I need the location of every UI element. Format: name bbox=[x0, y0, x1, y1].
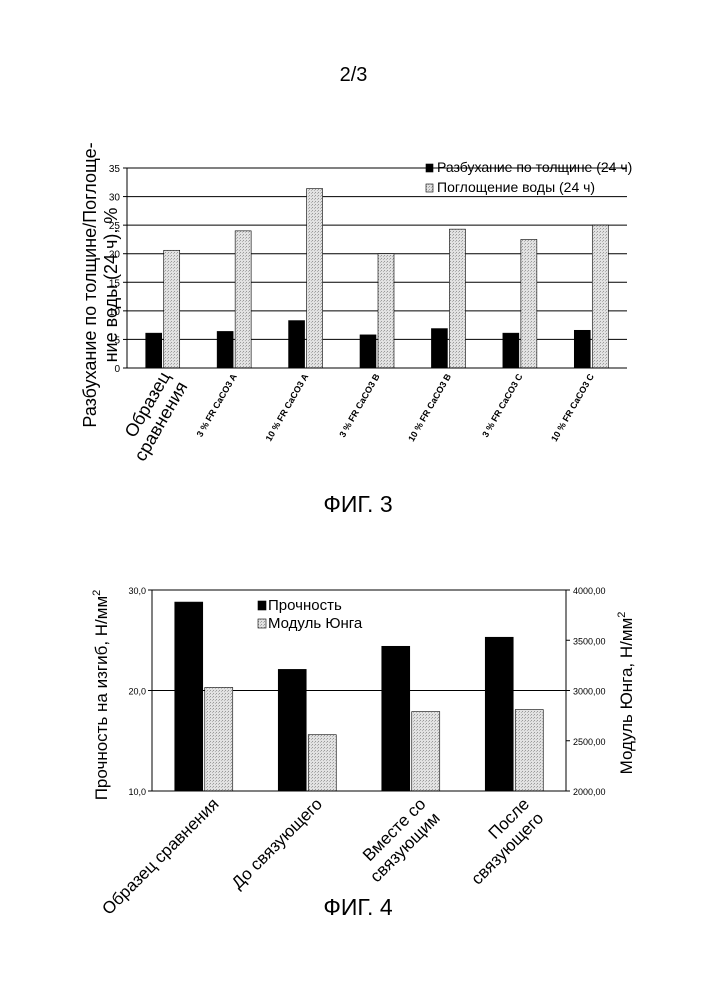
fig4-left-y-axis-label-text: Прочность на изгиб, Н/мм bbox=[92, 596, 111, 800]
fig3-bar-swelling bbox=[289, 321, 305, 368]
fig3-bars bbox=[146, 189, 609, 368]
fig3-legend-swatch bbox=[426, 184, 433, 192]
fig3-category-label: Образецсравнения bbox=[113, 368, 192, 464]
fig3-bar-water-absorption bbox=[521, 239, 537, 368]
fig4-caption: ФИГ. 4 bbox=[323, 894, 392, 920]
fig4-bar-youngs-modulus bbox=[515, 710, 543, 791]
fig3-category-label-line: 10 % FR CaCO3 C bbox=[549, 372, 596, 444]
fig3-category-label: 10 % FR CaCO3 B bbox=[406, 372, 453, 444]
fig3-y-tick-label: 0 bbox=[114, 364, 120, 375]
fig3-caption: ФИГ. 3 bbox=[323, 491, 392, 517]
fig4-category-label-line: До связующего bbox=[228, 794, 326, 892]
fig3-y-tick-label: 35 bbox=[109, 164, 121, 175]
fig4-bar-youngs-modulus bbox=[205, 687, 233, 791]
fig4-bar-strength bbox=[382, 646, 410, 791]
fig4-left-y-tick-labels: 10,0 20,0 30,0 bbox=[128, 586, 146, 797]
fig3-legend-label: Поглощение воды (24 ч) bbox=[437, 179, 595, 195]
fig3-category-label: 10 % FR CaCO3 A bbox=[264, 372, 311, 443]
fig3-legend-swatch bbox=[426, 164, 433, 172]
fig4-bar-youngs-modulus bbox=[308, 735, 336, 791]
figure-3-chart: 05101520253035 Образецсравнения3 % FR Ca… bbox=[0, 0, 707, 540]
fig3-bar-swelling bbox=[146, 333, 162, 368]
fig4-bar-strength bbox=[485, 637, 513, 791]
fig4-category-label: Послесвязующего bbox=[453, 794, 547, 888]
fig3-bar-water-absorption bbox=[378, 254, 394, 368]
fig3-legend-label: Разбухание по толщине (24 ч) bbox=[437, 159, 632, 175]
fig3-bar-water-absorption bbox=[307, 189, 323, 368]
fig4-right-y-axis-label-text: Модуль Юнга, Н/мм bbox=[617, 618, 636, 775]
fig3-y-tick-label: 30 bbox=[109, 193, 121, 204]
fig3-category-label-line: 10 % FR CaCO3 A bbox=[264, 372, 311, 443]
fig4-left-y-axis-label: Прочность на изгиб, Н/мм2 bbox=[91, 590, 111, 801]
fig4-legend-label: Прочность bbox=[268, 597, 342, 614]
fig3-y-axis-label-line: Разбухание по толщине/Поглоще- bbox=[80, 142, 100, 427]
fig3-category-label-line: 3 % FR CaCO3 C bbox=[480, 372, 525, 439]
fig4-legend-label: Модуль Юнга bbox=[268, 615, 363, 632]
fig4-right-y-axis-label: Модуль Юнга, Н/мм2 bbox=[616, 612, 636, 775]
fig3-bar-water-absorption bbox=[449, 229, 465, 368]
fig3-bar-water-absorption bbox=[164, 250, 180, 368]
fig4-left-y-axis-label-superscript: 2 bbox=[91, 590, 103, 596]
fig4-category-label: До связующего bbox=[228, 794, 326, 892]
fig3-y-axis-label-line: ние воды (24 ч), % bbox=[101, 208, 121, 363]
fig4-left-y-tick-label: 20,0 bbox=[128, 687, 146, 697]
fig4-right-y-tick-labels: 2000,00 2500,00 3000,00 3500,00 4000,00 bbox=[573, 586, 606, 797]
fig4-legend-swatch bbox=[258, 601, 266, 610]
fig4-left-y-tick-label: 30,0 bbox=[128, 586, 146, 596]
fig3-category-label-line: 3 % FR CaCO3 A bbox=[195, 372, 240, 439]
figure-4-chart: 10,0 20,0 30,0 2000,00 2500,00 3000,00 3500,0… bbox=[0, 540, 707, 1000]
fig4-right-y-tick-label: 3000,00 bbox=[573, 687, 606, 697]
fig4-bar-strength bbox=[278, 669, 306, 791]
fig4-category-label: Вместе сосвязующим bbox=[352, 794, 444, 886]
fig3-bar-water-absorption bbox=[235, 231, 251, 368]
fig4-right-y-axis-label-superscript: 2 bbox=[616, 612, 628, 618]
fig3-bar-water-absorption bbox=[592, 225, 608, 368]
fig4-bar-strength bbox=[175, 602, 203, 791]
fig3-category-label: 3 % FR CaCO3 B bbox=[337, 372, 382, 439]
fig4-category-label: Образец сравнения bbox=[98, 794, 222, 918]
fig4-right-y-tick-label: 2500,00 bbox=[573, 737, 606, 747]
fig3-category-label-line: 10 % FR CaCO3 B bbox=[406, 372, 453, 444]
fig3-category-label: 3 % FR CaCO3 A bbox=[195, 372, 240, 439]
fig3-bar-swelling bbox=[360, 335, 376, 368]
fig3-category-labels: Образецсравнения3 % FR CaCO3 A 10 % FR Ca… bbox=[113, 368, 597, 464]
fig3-legend: Разбухание по толщине (24 ч) Поглощение в… bbox=[426, 159, 632, 195]
fig3-bar-swelling bbox=[503, 333, 519, 368]
fig4-right-y-tick-label: 4000,00 bbox=[573, 586, 606, 596]
fig3-bar-swelling bbox=[574, 330, 590, 368]
fig3-category-label: 10 % FR CaCO3 C bbox=[549, 372, 596, 444]
fig3-category-label: 3 % FR CaCO3 C bbox=[480, 372, 525, 439]
fig4-right-y-tick-label: 2000,00 bbox=[573, 787, 606, 797]
fig3-y-axis-label: Разбухание по толщине/Поглоще-ние воды (… bbox=[80, 142, 121, 427]
fig4-left-y-tick-label: 10,0 bbox=[128, 787, 146, 797]
fig4-legend-swatch bbox=[258, 619, 266, 628]
fig3-bar-swelling bbox=[431, 329, 447, 368]
fig4-right-y-tick-label: 3500,00 bbox=[573, 636, 606, 646]
fig3-category-label-line: 3 % FR CaCO3 B bbox=[337, 372, 382, 439]
fig4-bar-youngs-modulus bbox=[412, 712, 440, 791]
fig3-bar-swelling bbox=[217, 331, 233, 368]
fig4-legend: ПрочностьМодуль Юнга bbox=[258, 597, 363, 632]
fig4-category-label-line: Образец сравнения bbox=[98, 794, 222, 918]
